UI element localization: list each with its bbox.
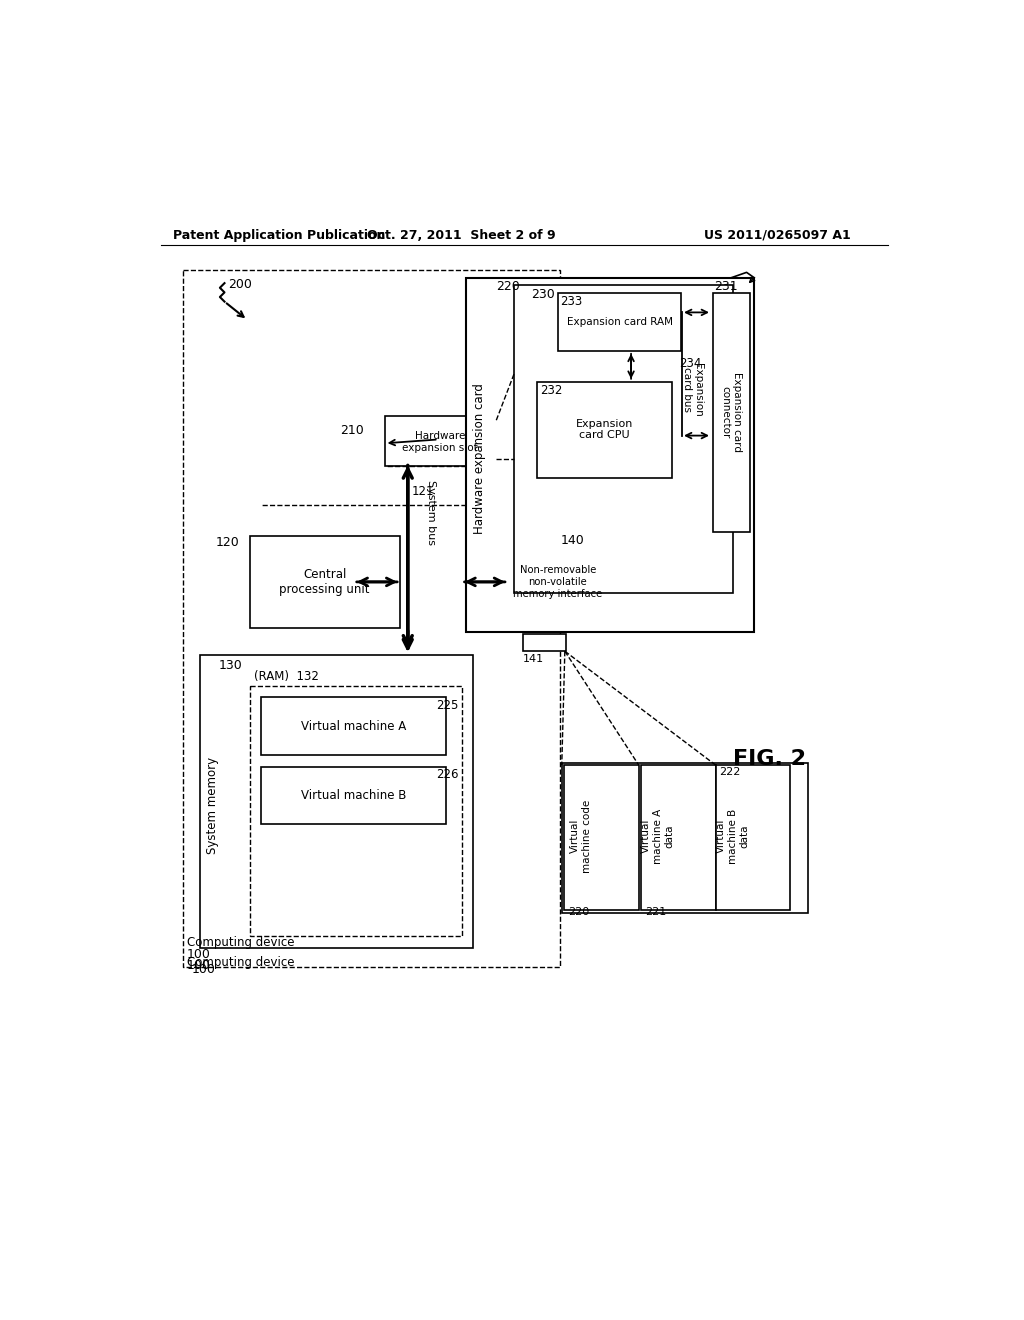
Text: FIG. 2: FIG. 2	[733, 748, 806, 770]
Bar	[514, 285, 733, 594]
Text: Central
processing unit: Central processing unit	[280, 568, 370, 595]
Text: 220: 220	[568, 907, 589, 917]
Bar	[562, 763, 808, 913]
Bar	[716, 766, 791, 909]
Text: Oct. 27, 2011  Sheet 2 of 9: Oct. 27, 2011 Sheet 2 of 9	[368, 228, 556, 242]
Text: 231: 231	[714, 280, 738, 293]
Text: Expansion card RAM: Expansion card RAM	[566, 317, 673, 326]
Text: Computing device: Computing device	[186, 936, 294, 949]
Text: System bus: System bus	[426, 480, 436, 545]
Text: 230: 230	[531, 288, 555, 301]
Text: Computing device: Computing device	[186, 956, 294, 969]
Bar	[558, 293, 681, 351]
Text: Virtual
machine A
data: Virtual machine A data	[641, 808, 675, 863]
Bar	[385, 416, 497, 466]
Text: Expansion
card CPU: Expansion card CPU	[575, 418, 633, 441]
Text: Expansion card
connector: Expansion card connector	[720, 372, 742, 453]
Text: 220: 220	[497, 280, 520, 293]
Bar	[641, 766, 716, 909]
Text: 100: 100	[193, 964, 216, 975]
Text: System memory: System memory	[207, 756, 219, 854]
Text: 200: 200	[228, 277, 252, 290]
Text: Patent Application Publication: Patent Application Publication	[173, 228, 385, 242]
Text: (RAM)  132: (RAM) 132	[254, 671, 318, 684]
Bar	[466, 277, 755, 632]
Text: 140: 140	[560, 535, 584, 548]
Text: 130: 130	[219, 659, 243, 672]
Bar	[261, 697, 446, 755]
Bar	[250, 686, 462, 936]
Text: 225: 225	[436, 700, 459, 711]
Bar	[200, 655, 473, 948]
Text: Hardware expansion card: Hardware expansion card	[473, 383, 485, 535]
Text: 222: 222	[720, 767, 741, 776]
Text: US 2011/0265097 A1: US 2011/0265097 A1	[703, 228, 851, 242]
Text: Non-removable
non-volatile
memory interface: Non-removable non-volatile memory interf…	[513, 565, 602, 598]
Text: 141: 141	[523, 653, 545, 664]
Text: 100: 100	[186, 948, 211, 961]
Bar	[250, 536, 400, 628]
Text: 221: 221	[645, 907, 667, 917]
Text: 234: 234	[679, 358, 701, 370]
Bar	[183, 271, 560, 968]
Text: 226: 226	[436, 768, 459, 781]
Text: Virtual machine B: Virtual machine B	[301, 789, 407, 803]
Text: Virtual
machine code: Virtual machine code	[570, 800, 592, 873]
Bar	[538, 381, 672, 478]
Text: Hardware
expansion slot: Hardware expansion slot	[402, 430, 478, 453]
Bar	[564, 766, 639, 909]
Bar	[261, 767, 446, 825]
Text: 232: 232	[541, 384, 562, 397]
Bar	[508, 535, 608, 631]
Text: 210: 210	[340, 424, 364, 437]
Text: 121: 121	[412, 484, 434, 498]
Text: Virtual
machine B
data: Virtual machine B data	[716, 808, 750, 863]
Text: 100: 100	[186, 960, 211, 973]
Text: 120: 120	[216, 536, 240, 549]
Text: Expansion
card bus: Expansion card bus	[682, 363, 703, 416]
Bar	[523, 635, 565, 651]
Text: 233: 233	[560, 296, 583, 309]
Text: Virtual machine A: Virtual machine A	[301, 721, 407, 733]
Bar	[713, 293, 750, 532]
